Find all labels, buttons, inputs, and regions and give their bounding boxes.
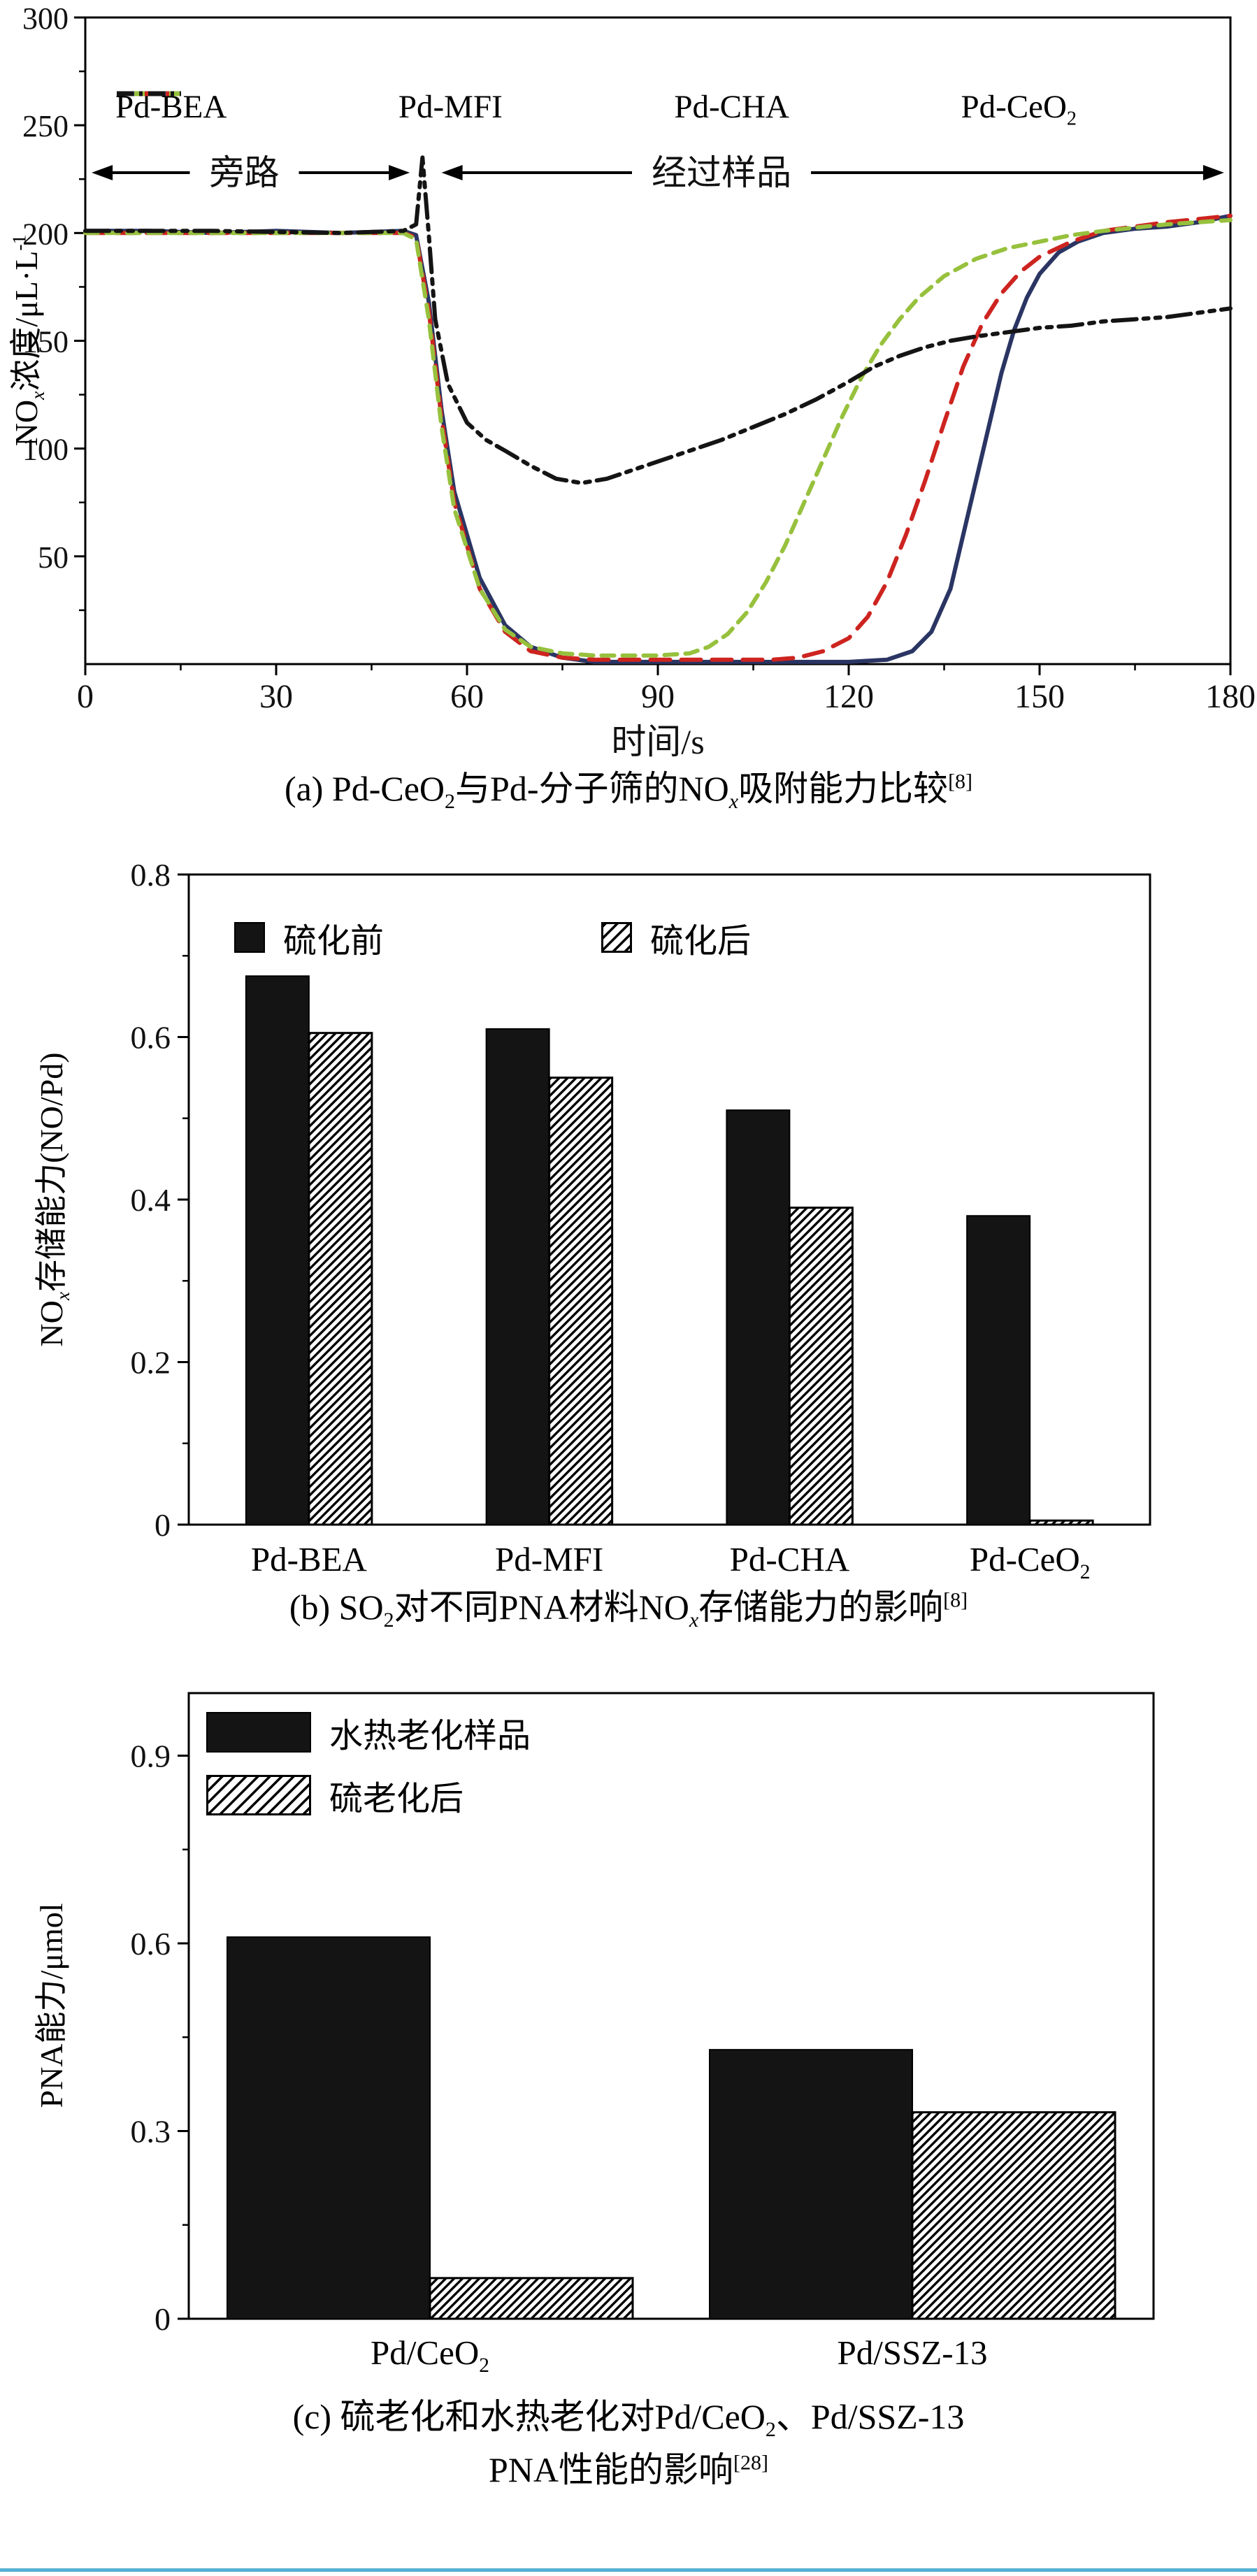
legend-item-c-1: 硫老化后 [206,1771,464,1820]
legend-item-a-3: Pd-CeO2 [117,88,1077,130]
page-bottom-divider [0,2568,1257,2572]
chart-a-caption: (a) Pd-CeO2与Pd-分子筛的NOx吸附能力比较[8] [284,769,973,813]
line-swatch-icon [117,91,181,96]
arrowhead-right [389,165,410,180]
y-tick-label: 0.6 [131,1020,171,1056]
bar-c-s1-0 [429,2277,634,2320]
chart-c-caption-line1: (c) 硫老化和水热老化对Pd/CeO2、Pd/SSZ-13 [292,2397,965,2441]
y-tick-label: 250 [22,109,69,143]
y-tick-label: 150 [22,325,69,359]
legend-label: Pd-CHA [674,89,789,125]
bar-b-s0-2 [726,1109,791,1525]
y-tick-label: 300 [22,1,69,36]
category-label-b-2: Pd-CHA [729,1540,850,1578]
y-tick-label: 0.6 [131,1926,171,1962]
y-tick-label: 0.2 [131,1345,171,1381]
bar-b-s0-3 [966,1215,1031,1525]
annotation-label: 经过样品 [652,153,791,192]
series-line-1 [83,213,1233,662]
panel-b: NOx存储能力(NO/Pd) 0 0.2 0.4 0.6 0.8 Pd-BEA Pd-MFI… [0,815,1257,1634]
x-tick-label: 0 [77,678,94,715]
bar-b-s1-0 [308,1032,373,1526]
y-tick-label: 0.4 [131,1182,171,1218]
y-tick-label: 0.8 [131,857,171,893]
x-tick-label: 180 [1205,678,1256,715]
chart-b-y-axis-label: NOx存储能力(NO/Pd) [34,1052,74,1347]
category-label-c-0: Pd/CeO2 [371,2333,489,2377]
legend-item-a-1: Pd-MFI [117,88,503,126]
legend-label: 硫老化后 [329,1780,464,1818]
chart-b-caption: (b) SO2对不同PNA材料NOx存储能力的影响[8] [289,1588,968,1632]
chart-c-y-axis-label: PNA能力/μmol [34,1903,69,2108]
bar-b-s1-1 [548,1077,614,1526]
bar-c-s0-1 [709,2049,913,2320]
chart-a-y-axis-label: NOx浓度/μL·L-1 [8,234,49,447]
series-line-2 [83,217,1233,658]
y-tick-label: 0 [155,2301,171,2337]
chart-c: PNA能力/μmol 0 0.3 0.6 0.9 Pd/CeO2 Pd/SSZ-13 水热老… [0,1634,1257,2375]
bar-c-s1-1 [911,2111,1116,2320]
y-tick-label: 100 [22,433,69,467]
line-swatch-icon [117,91,181,96]
annotation-label: 旁路 [210,153,280,192]
legend-label: Pd-MFI [398,89,503,125]
plot-frame [187,1692,1155,2320]
chart-a-canvas: 50 100 150 200 250 300 0 30 60 90 120 150 180 时间/s 旁路 经… [22,1,1256,761]
chart-c-caption-line2: PNA性能的影响[28] [488,2450,768,2489]
arrowhead-left [92,165,113,180]
x-tick-label: 90 [641,678,675,715]
panel-c: PNA能力/μmol 0 0.3 0.6 0.9 Pd/CeO2 Pd/SSZ-13 水热老… [0,1634,1257,2496]
legend-label: 硫化前 [283,923,385,960]
bar-b-s0-1 [485,1028,550,1525]
legend-label: Pd-CeO2 [961,89,1077,130]
chart-c-canvas: 0 0.3 0.6 0.9 [131,1692,1155,2337]
x-tick-label: 60 [450,678,484,715]
category-label-b-3: Pd-CeO2 [969,1540,1091,1583]
panel-a: NOx浓度/μL·L-1 50 100 150 200 250 300 0 30 60 90 120… [0,0,1257,815]
chart-a-legend: Pd-BEA Pd-MFI Pd-CHA Pd-CeO2 [115,88,1077,130]
legend-label: 水热老化样品 [329,1718,531,1755]
legend-item-a-2: Pd-CHA [117,88,789,126]
hatch-swatch-icon [206,1775,311,1815]
bar-b-s1-3 [1028,1519,1094,1526]
bar-b-s1-2 [788,1207,854,1526]
category-label-b-1: Pd-MFI [495,1540,604,1578]
chart-b-canvas: 0 0.2 0.4 0.6 0.8 [131,857,1151,1543]
y-tick-label: 0.3 [131,2114,171,2150]
y-tick-label: 0.9 [131,1739,171,1774]
category-label-b-0: Pd-BEA [250,1540,367,1578]
arrowhead-right [1202,165,1224,180]
chart-b: NOx存储能力(NO/Pd) 0 0.2 0.4 0.6 0.8 Pd-BEA Pd-MFI… [0,815,1257,1583]
bar-c-s0-0 [227,1936,431,2319]
hatch-swatch-icon [601,922,632,953]
y-tick-label: 0 [155,1507,171,1543]
y-tick-label: 200 [22,217,69,251]
solid-swatch-icon [234,922,265,953]
x-tick-label: 30 [259,678,293,715]
category-label-c-1: Pd/SSZ-13 [837,2333,988,2372]
series-line-0 [83,213,1233,664]
chart-a: NOx浓度/μL·L-1 50 100 150 200 250 300 0 30 60 90 120… [0,0,1257,762]
series-line-3 [83,155,1233,485]
arrowhead-left [441,165,463,180]
solid-swatch-icon [206,1712,311,1753]
x-axis-label: 时间/s [611,722,704,761]
legend-item-b-0: 硫化前 [234,913,384,962]
x-tick-label: 120 [824,678,874,715]
legend-item-c-0: 水热老化样品 [206,1708,531,1757]
x-tick-label: 150 [1014,678,1065,715]
legend-item-b-1: 硫化后 [601,913,751,962]
y-tick-label: 50 [38,540,69,575]
bar-b-s0-0 [245,975,310,1525]
legend-label: 硫化后 [650,923,752,960]
